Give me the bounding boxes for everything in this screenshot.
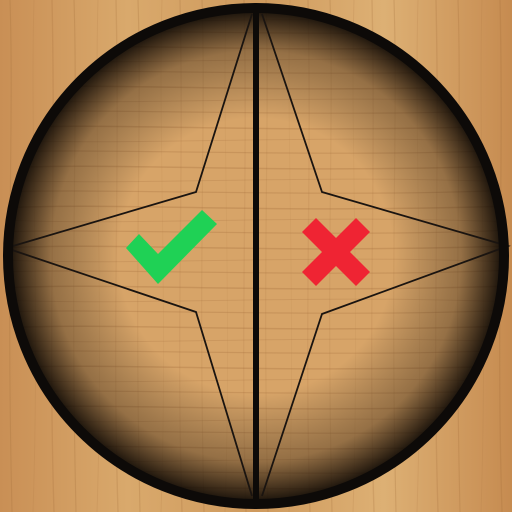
cross-icon[interactable]: [302, 218, 370, 286]
checkmark-icon[interactable]: [126, 210, 217, 284]
center-divider: [253, 8, 259, 504]
wheel-outer-ring: [3, 3, 509, 509]
